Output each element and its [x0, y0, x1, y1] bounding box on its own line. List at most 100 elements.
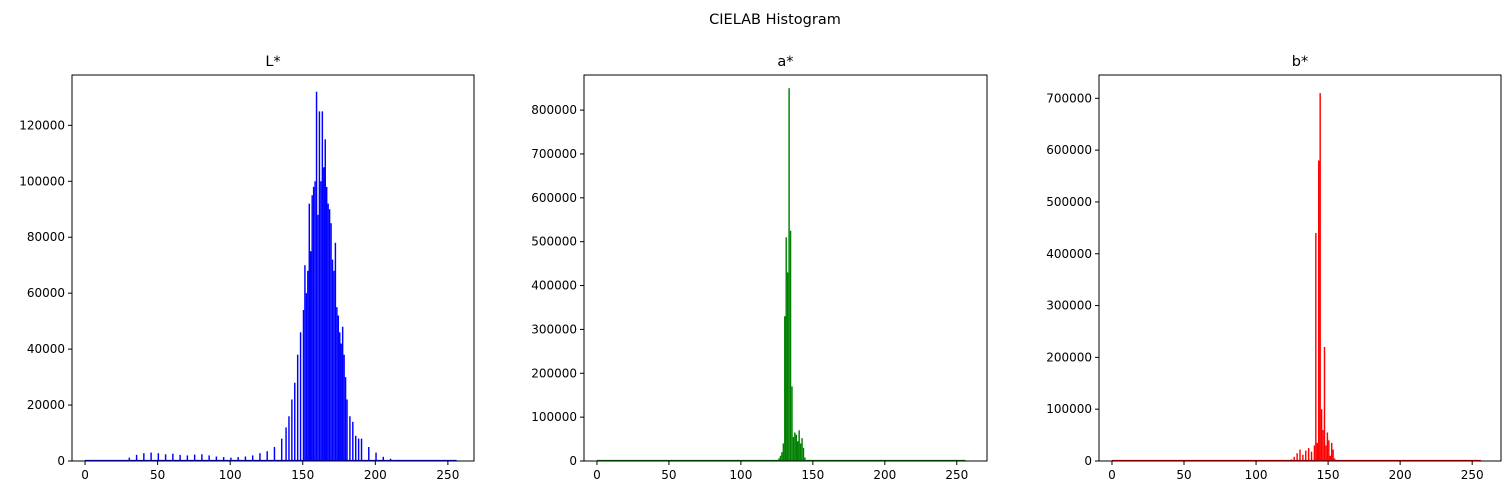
histogram-bar [779, 455, 782, 461]
histogram-bar [296, 354, 299, 461]
histogram-bar [1315, 233, 1317, 461]
histogram-bar [294, 382, 296, 461]
histogram-bar [215, 456, 218, 461]
histogram-bar [333, 270, 335, 461]
x-tick-label: 150 [291, 468, 314, 482]
y-tick-label: 600000 [1046, 143, 1092, 157]
histogram-bar [357, 438, 360, 461]
x-tick-label: 250 [945, 468, 968, 482]
histogram-bar [186, 455, 189, 461]
histogram-bar [288, 416, 290, 461]
histogram-bar [328, 209, 331, 461]
histogram-bar [1330, 442, 1333, 461]
histogram-bar [305, 293, 308, 461]
histogram-bar [307, 270, 309, 461]
y-tick-label: 300000 [531, 322, 577, 336]
histogram-bar [389, 458, 392, 461]
histogram-bar [355, 435, 357, 461]
histogram-bar [323, 167, 325, 462]
y-tick-label: 500000 [531, 235, 577, 249]
x-tick-label: 250 [1461, 468, 1484, 482]
histogram-bar [785, 237, 787, 461]
histogram-bar [788, 88, 790, 461]
y-tick-label: 300000 [1046, 299, 1092, 313]
y-tick-label: 40000 [27, 342, 65, 356]
y-tick-label: 400000 [531, 279, 577, 293]
histogram-bar [1299, 449, 1301, 461]
histogram-bar [143, 453, 145, 461]
x-tick-label: 50 [661, 468, 676, 482]
histogram-bar [299, 332, 302, 461]
subplot-b-star: 0 50 100 150 200 250 0 100000 200000 300000 400000… [1046, 54, 1502, 482]
histogram-bar [792, 436, 795, 462]
histogram-bar [285, 427, 287, 461]
histogram-bar [801, 438, 803, 461]
histogram-bar [222, 457, 225, 461]
histogram-bar [244, 456, 247, 461]
y-tick-label: 100000 [1046, 402, 1092, 416]
histogram-bar [1323, 347, 1326, 461]
histogram-bar [343, 354, 345, 461]
histogram-bar [797, 441, 799, 461]
histogram-bar [339, 332, 341, 461]
histogram-bar [352, 421, 354, 461]
histogram-bar [1296, 453, 1298, 461]
x-tick-label: 100 [219, 468, 242, 482]
histogram-bar [1333, 458, 1336, 461]
histogram-bar [1320, 409, 1323, 461]
histogram-bar [781, 452, 783, 461]
subplot-title: L* [265, 54, 280, 70]
histogram-bar [1316, 442, 1319, 461]
histogram-bar [798, 430, 800, 461]
y-tick-label: 0 [1084, 454, 1092, 468]
histogram-bar [324, 139, 326, 461]
histogram-bar [1293, 456, 1295, 461]
y-tick-label: 120000 [19, 118, 65, 132]
histogram-bar [237, 457, 239, 461]
histogram-bar [314, 181, 316, 462]
subplot-title: b* [1292, 54, 1308, 70]
histogram-bar [344, 377, 347, 461]
subplot-a-star: 0 50 100 150 200 250 0 100000 200000 300000 400000… [531, 54, 988, 482]
histogram-bar [208, 455, 210, 461]
y-tick-label: 700000 [1046, 91, 1092, 105]
histogram-bar [336, 307, 338, 461]
x-tick-label: 200 [364, 468, 387, 482]
x-tick-label: 100 [729, 468, 752, 482]
histogram-bar [782, 443, 785, 461]
histogram-bar [311, 195, 313, 461]
histogram-bar [251, 455, 254, 461]
subplot-title: a* [777, 54, 793, 70]
histogram-bar [360, 438, 363, 461]
histogram-bar [794, 432, 796, 461]
histogram-bar [802, 447, 805, 461]
histogram-bar [341, 326, 344, 461]
y-tick-label: 700000 [531, 147, 577, 161]
y-tick-label: 400000 [1046, 247, 1092, 261]
axes-frame [1098, 74, 1502, 462]
x-tick-label: 50 [1176, 468, 1191, 482]
histogram-bar [1310, 451, 1313, 461]
x-tick-label: 0 [81, 468, 89, 482]
histogram-bar [1307, 448, 1310, 461]
histogram-bar [1319, 93, 1321, 461]
bars-b-star [1111, 93, 1481, 462]
histogram-bar [172, 453, 174, 461]
histogram-bar [789, 230, 792, 461]
axes-frame [583, 74, 988, 462]
histogram-bar [791, 386, 793, 461]
y-tick-label: 0 [57, 454, 65, 468]
histogram-bar [315, 91, 318, 461]
histogram-bar [157, 453, 160, 461]
histogram-bar [1332, 449, 1334, 461]
y-tick-label: 60000 [27, 286, 65, 300]
histogram-bar [317, 214, 319, 461]
figure-suptitle: CIELAB Histogram [709, 12, 841, 28]
histogram-bar [382, 456, 385, 461]
x-tick-label: 150 [1317, 468, 1340, 482]
histogram-bar [1322, 429, 1324, 461]
y-tick-label: 600000 [531, 191, 577, 205]
histogram-bar [312, 186, 315, 461]
histogram-bar [273, 447, 276, 461]
